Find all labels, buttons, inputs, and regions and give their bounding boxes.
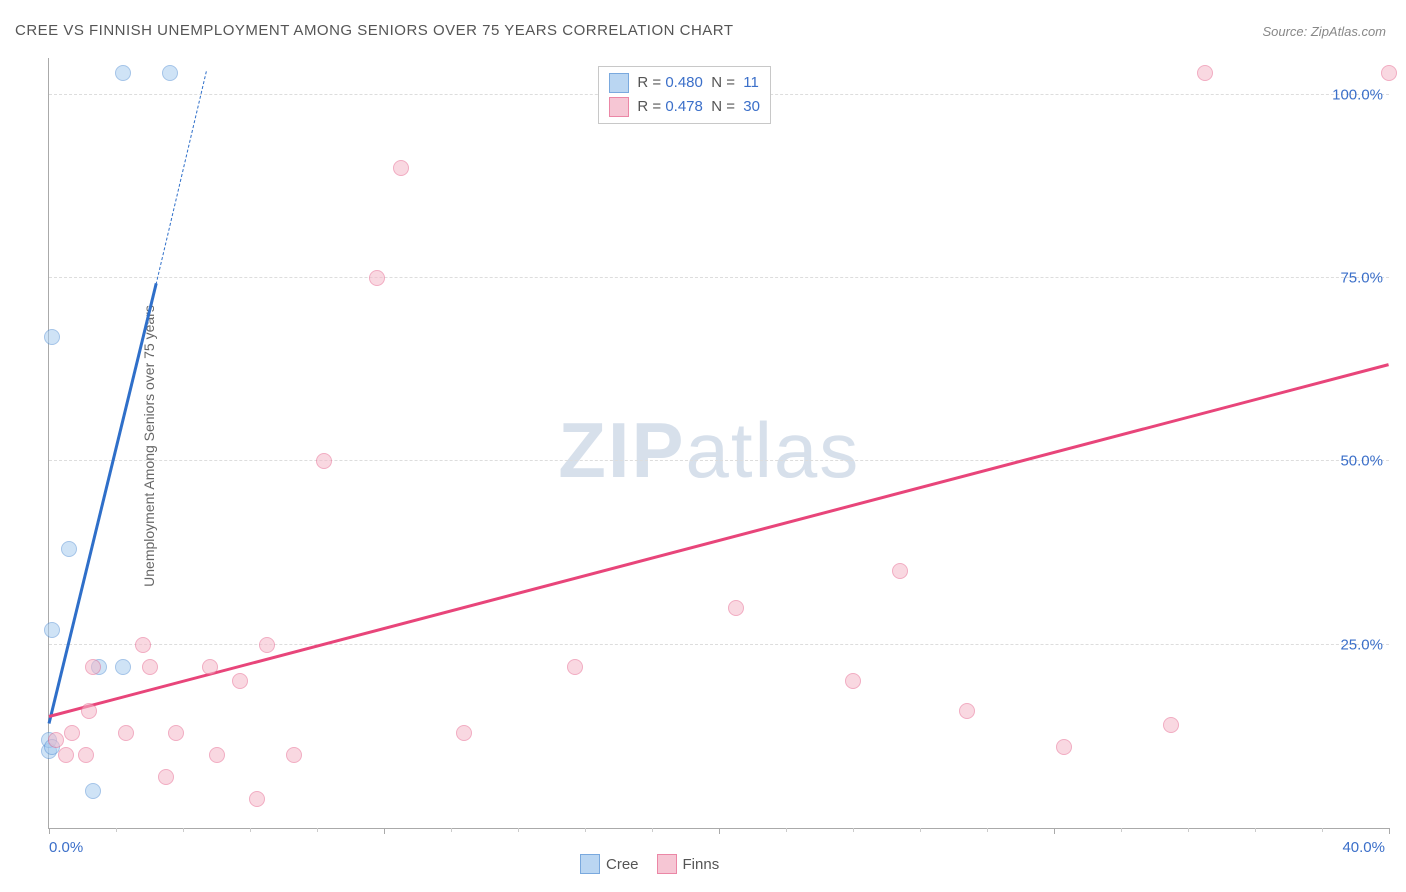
scatter-plot: ZIPatlas 25.0%50.0%75.0%100.0%0.0%40.0%R… [48, 58, 1389, 829]
data-point [81, 703, 97, 719]
data-point [142, 659, 158, 675]
data-point [249, 791, 265, 807]
data-point [64, 725, 80, 741]
x-tick-minor [652, 828, 653, 832]
x-tick-minor [116, 828, 117, 832]
x-tick [719, 828, 720, 834]
legend-label: Cree [606, 856, 639, 873]
data-point [202, 659, 218, 675]
data-point [85, 659, 101, 675]
data-point [456, 725, 472, 741]
chart-title: CREE VS FINNISH UNEMPLOYMENT AMONG SENIO… [15, 22, 734, 39]
x-tick-minor [853, 828, 854, 832]
legend-swatch [609, 73, 629, 93]
data-point [959, 703, 975, 719]
data-point [61, 541, 77, 557]
x-tick-minor [183, 828, 184, 832]
x-tick-minor [786, 828, 787, 832]
x-tick-minor [987, 828, 988, 832]
data-point [845, 673, 861, 689]
data-point [209, 747, 225, 763]
data-point [78, 747, 94, 763]
legend-stats-text: R = 0.478 N = 30 [637, 98, 760, 115]
legend-item: Finns [657, 854, 720, 874]
data-point [369, 270, 385, 286]
x-min-label: 0.0% [49, 839, 83, 856]
gridline [49, 460, 1389, 461]
data-point [115, 659, 131, 675]
x-tick-minor [1322, 828, 1323, 832]
legend-stats-text: R = 0.480 N = 11 [637, 74, 759, 91]
x-tick-minor [518, 828, 519, 832]
legend-swatch [609, 97, 629, 117]
y-tick-label: 75.0% [1340, 270, 1383, 287]
source-attribution: Source: ZipAtlas.com [1262, 24, 1386, 39]
y-tick-label: 25.0% [1340, 636, 1383, 653]
legend-stats-row: R = 0.480 N = 11 [609, 71, 760, 95]
x-tick [1389, 828, 1390, 834]
x-tick-minor [1255, 828, 1256, 832]
data-point [316, 453, 332, 469]
data-point [168, 725, 184, 741]
legend-swatch [580, 854, 600, 874]
legend-bottom: Cree Finns [580, 854, 719, 874]
gridline [49, 277, 1389, 278]
data-point [1163, 717, 1179, 733]
trend-line [49, 363, 1390, 718]
data-point [259, 637, 275, 653]
x-tick-minor [317, 828, 318, 832]
x-max-label: 40.0% [1342, 839, 1385, 856]
data-point [48, 732, 64, 748]
x-tick-minor [1188, 828, 1189, 832]
data-point [162, 65, 178, 81]
data-point [158, 769, 174, 785]
data-point [728, 600, 744, 616]
legend-stats: R = 0.480 N = 11 R = 0.478 N = 30 [598, 66, 771, 124]
trend-line [48, 283, 158, 724]
x-tick [1054, 828, 1055, 834]
legend-swatch [657, 854, 677, 874]
legend-item: Cree [580, 854, 639, 874]
data-point [44, 622, 60, 638]
y-tick-label: 50.0% [1340, 453, 1383, 470]
data-point [118, 725, 134, 741]
x-tick-minor [920, 828, 921, 832]
x-tick [49, 828, 50, 834]
x-tick-minor [1121, 828, 1122, 832]
legend-label: Finns [683, 856, 720, 873]
data-point [567, 659, 583, 675]
x-tick-minor [250, 828, 251, 832]
trend-line-dashed [156, 72, 207, 285]
legend-stats-row: R = 0.478 N = 30 [609, 95, 760, 119]
y-tick-label: 100.0% [1332, 86, 1383, 103]
watermark: ZIPatlas [558, 405, 860, 496]
data-point [393, 160, 409, 176]
data-point [1056, 739, 1072, 755]
data-point [115, 65, 131, 81]
data-point [135, 637, 151, 653]
x-tick-minor [451, 828, 452, 832]
gridline [49, 644, 1389, 645]
data-point [44, 329, 60, 345]
data-point [1197, 65, 1213, 81]
data-point [85, 783, 101, 799]
data-point [892, 563, 908, 579]
data-point [232, 673, 248, 689]
data-point [58, 747, 74, 763]
x-tick-minor [585, 828, 586, 832]
x-tick [384, 828, 385, 834]
data-point [286, 747, 302, 763]
data-point [1381, 65, 1397, 81]
